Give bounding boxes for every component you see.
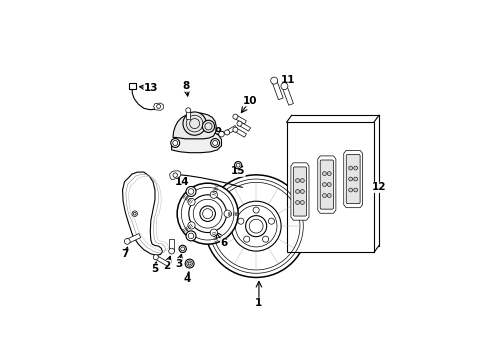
Circle shape <box>326 194 330 198</box>
Circle shape <box>187 198 195 206</box>
Circle shape <box>177 183 238 244</box>
Polygon shape <box>122 172 162 255</box>
Circle shape <box>322 183 325 186</box>
Polygon shape <box>169 239 173 251</box>
Circle shape <box>185 108 190 113</box>
Polygon shape <box>186 110 190 118</box>
Text: 6: 6 <box>220 238 227 248</box>
Polygon shape <box>171 130 221 153</box>
Polygon shape <box>271 80 283 100</box>
Text: 5: 5 <box>151 264 158 274</box>
Circle shape <box>168 248 174 254</box>
Circle shape <box>185 231 196 241</box>
Polygon shape <box>317 156 335 213</box>
Circle shape <box>300 201 304 204</box>
Circle shape <box>202 120 214 132</box>
Text: 10: 10 <box>243 96 257 106</box>
Polygon shape <box>126 234 141 243</box>
Text: 13: 13 <box>144 83 158 93</box>
Circle shape <box>237 121 242 126</box>
Polygon shape <box>238 122 250 131</box>
Circle shape <box>224 130 229 135</box>
Circle shape <box>326 172 330 176</box>
Circle shape <box>326 183 330 186</box>
Circle shape <box>295 190 299 193</box>
Polygon shape <box>153 103 163 110</box>
Polygon shape <box>290 163 308 220</box>
Circle shape <box>300 190 304 193</box>
Circle shape <box>218 131 224 137</box>
Circle shape <box>210 139 219 148</box>
Circle shape <box>234 162 241 169</box>
Circle shape <box>153 255 158 260</box>
Circle shape <box>204 175 307 278</box>
Circle shape <box>183 112 206 135</box>
Polygon shape <box>282 85 293 105</box>
Circle shape <box>353 188 357 192</box>
Polygon shape <box>286 122 373 252</box>
Circle shape <box>270 77 277 84</box>
Circle shape <box>210 229 217 236</box>
FancyBboxPatch shape <box>346 154 359 204</box>
Circle shape <box>295 201 299 204</box>
Polygon shape <box>169 171 181 180</box>
Circle shape <box>295 179 299 183</box>
Polygon shape <box>343 150 362 208</box>
Text: 1: 1 <box>255 298 262 308</box>
Polygon shape <box>173 113 216 139</box>
Text: 2: 2 <box>163 261 170 270</box>
Polygon shape <box>234 115 246 124</box>
Polygon shape <box>234 128 246 137</box>
Text: 4: 4 <box>183 274 191 284</box>
Text: 12: 12 <box>371 183 386 192</box>
Circle shape <box>322 172 325 176</box>
Text: 3: 3 <box>175 258 182 269</box>
Polygon shape <box>225 126 237 134</box>
Circle shape <box>348 188 352 192</box>
Circle shape <box>185 186 196 197</box>
Circle shape <box>353 177 357 181</box>
Text: 14: 14 <box>174 177 189 187</box>
Circle shape <box>224 210 231 217</box>
Text: 7: 7 <box>122 249 129 260</box>
Circle shape <box>179 245 186 252</box>
FancyBboxPatch shape <box>293 167 306 216</box>
Circle shape <box>348 166 352 170</box>
Circle shape <box>348 177 352 181</box>
Polygon shape <box>129 84 135 89</box>
Circle shape <box>232 114 237 119</box>
Text: 8: 8 <box>183 81 189 91</box>
Circle shape <box>232 127 237 132</box>
Circle shape <box>300 179 304 183</box>
Circle shape <box>281 83 287 90</box>
Circle shape <box>124 239 130 244</box>
Text: 9: 9 <box>214 127 221 138</box>
Circle shape <box>185 259 194 268</box>
Circle shape <box>210 191 217 198</box>
Text: 11: 11 <box>280 75 294 85</box>
Circle shape <box>353 166 357 170</box>
Circle shape <box>170 139 179 148</box>
Text: 15: 15 <box>230 166 244 176</box>
Polygon shape <box>155 256 169 266</box>
Circle shape <box>187 222 195 229</box>
Circle shape <box>322 194 325 198</box>
FancyBboxPatch shape <box>320 160 333 209</box>
